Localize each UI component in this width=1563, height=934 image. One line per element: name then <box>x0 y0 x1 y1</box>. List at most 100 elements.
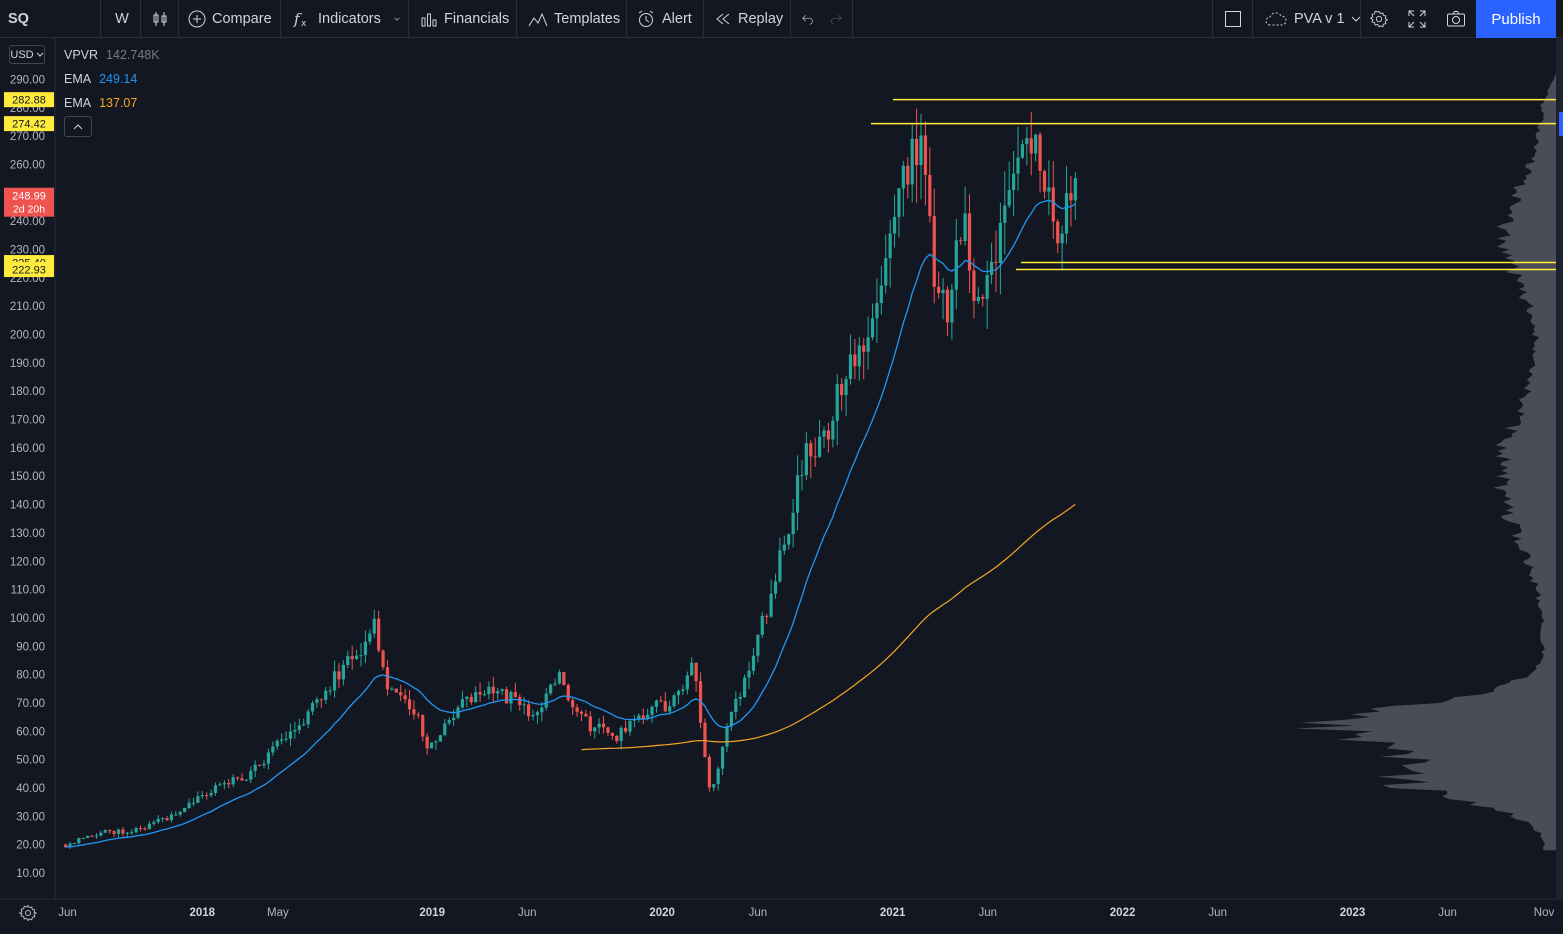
candle-body <box>787 534 791 545</box>
price-tick-label: 80.00 <box>16 670 45 682</box>
axis-settings-icon[interactable] <box>19 904 37 922</box>
candle-body <box>416 714 420 716</box>
candle-body <box>460 699 465 708</box>
currency-selector[interactable]: USD <box>9 45 45 64</box>
replay-button[interactable]: Replay <box>706 0 791 38</box>
legend-vpvr[interactable]: VPVR 142.748K <box>64 48 160 62</box>
candle-body <box>747 670 751 678</box>
candle-body <box>482 694 487 696</box>
candle-body <box>778 550 782 582</box>
legend-ema-fast-value: 249.14 <box>99 72 138 86</box>
candle-body <box>663 701 667 712</box>
candle-body <box>870 318 875 338</box>
chart-type-button[interactable] <box>142 0 178 38</box>
undo-icon <box>802 14 813 25</box>
legend-ema-fast[interactable]: EMA 249.14 <box>64 72 137 86</box>
templates-button[interactable]: Templates <box>520 0 628 38</box>
candle-body <box>350 656 354 660</box>
candle-body <box>112 831 116 834</box>
publish-button[interactable]: Publish <box>1476 0 1556 38</box>
snapshot-button[interactable] <box>1438 0 1474 38</box>
candle-body <box>319 699 323 701</box>
level-lines <box>871 98 1556 271</box>
candle-body <box>240 778 244 781</box>
time-tick-label: 2021 <box>880 907 906 919</box>
alert-button[interactable]: Alert <box>628 0 700 38</box>
candle-body <box>765 615 769 617</box>
interval-button[interactable]: W <box>104 0 140 38</box>
time-tick-label: 2023 <box>1340 907 1366 919</box>
compare-button[interactable]: Compare <box>180 0 280 38</box>
candle-body <box>954 240 958 290</box>
candle-body <box>901 165 905 189</box>
candle-body <box>813 456 817 458</box>
candle-body <box>222 783 226 785</box>
time-axis[interactable]: Jun 2018 May 2019 Jun 2020 Jun 2021 Jun 2022 Jun 20… <box>58 907 1554 919</box>
settings-button[interactable] <box>1362 0 1396 38</box>
legend-collapse-button[interactable] <box>64 116 92 137</box>
price-tick-label: 20.00 <box>16 840 45 852</box>
candle-body <box>72 842 77 844</box>
candle-body <box>452 717 456 720</box>
candle-body <box>601 723 606 728</box>
candle-body <box>866 337 870 352</box>
interval-label: W <box>115 11 129 27</box>
candle-body <box>619 727 623 742</box>
candle-body <box>244 779 248 781</box>
candle-body <box>729 711 734 727</box>
candle-body <box>862 345 866 352</box>
candle-body <box>853 354 857 367</box>
candle-body <box>156 818 160 823</box>
level-badge-bg <box>4 92 54 108</box>
candle-body <box>1060 233 1064 244</box>
candle-body <box>359 655 363 657</box>
chevron-up-icon <box>73 123 83 129</box>
legend-ema-slow[interactable]: EMA 137.07 <box>64 96 137 110</box>
ema-lines <box>65 199 1076 848</box>
candle-body <box>751 655 756 671</box>
candle-body <box>174 814 178 816</box>
undo-button[interactable] <box>794 0 822 38</box>
time-tick-label: 2018 <box>189 907 215 919</box>
price-tick-label: 10.00 <box>16 868 45 880</box>
candle-body <box>399 692 403 696</box>
layout-button[interactable] <box>1214 0 1252 38</box>
indicators-dropdown[interactable] <box>386 0 408 38</box>
price-tick-label: 50.00 <box>16 755 45 767</box>
replay-label: Replay <box>738 11 784 27</box>
financials-label: Financials <box>444 11 510 27</box>
candle-body <box>637 715 641 720</box>
candle-body <box>271 746 275 753</box>
candle-body <box>989 261 994 276</box>
candle-body <box>906 165 910 185</box>
gear-icon <box>1370 10 1388 28</box>
candle-body <box>81 837 85 839</box>
redo-button[interactable] <box>822 0 850 38</box>
candle-body <box>63 844 68 848</box>
candle-body <box>941 289 945 294</box>
candle-body <box>826 430 831 440</box>
price-tick-label: 290.00 <box>10 74 45 86</box>
bar-chart-icon <box>421 13 437 27</box>
ema-fast-line <box>65 199 1076 848</box>
candle-body <box>377 618 381 651</box>
candle-body <box>500 689 504 692</box>
candle-body <box>588 716 592 732</box>
candle-body <box>183 807 187 812</box>
candle-body <box>557 672 562 684</box>
fullscreen-button[interactable] <box>1400 0 1434 38</box>
financials-button[interactable]: Financials <box>412 0 517 38</box>
candle-body <box>337 671 341 680</box>
candle-body <box>690 662 694 676</box>
candle-body <box>963 213 967 242</box>
symbol-search[interactable]: SQ <box>0 0 100 38</box>
candle-body <box>196 796 200 803</box>
candle-body <box>804 443 808 476</box>
candle-body <box>465 696 469 700</box>
candle-body <box>840 384 844 396</box>
layout-name-button[interactable]: PVA v 1 <box>1256 0 1369 38</box>
candle-body <box>615 735 619 742</box>
